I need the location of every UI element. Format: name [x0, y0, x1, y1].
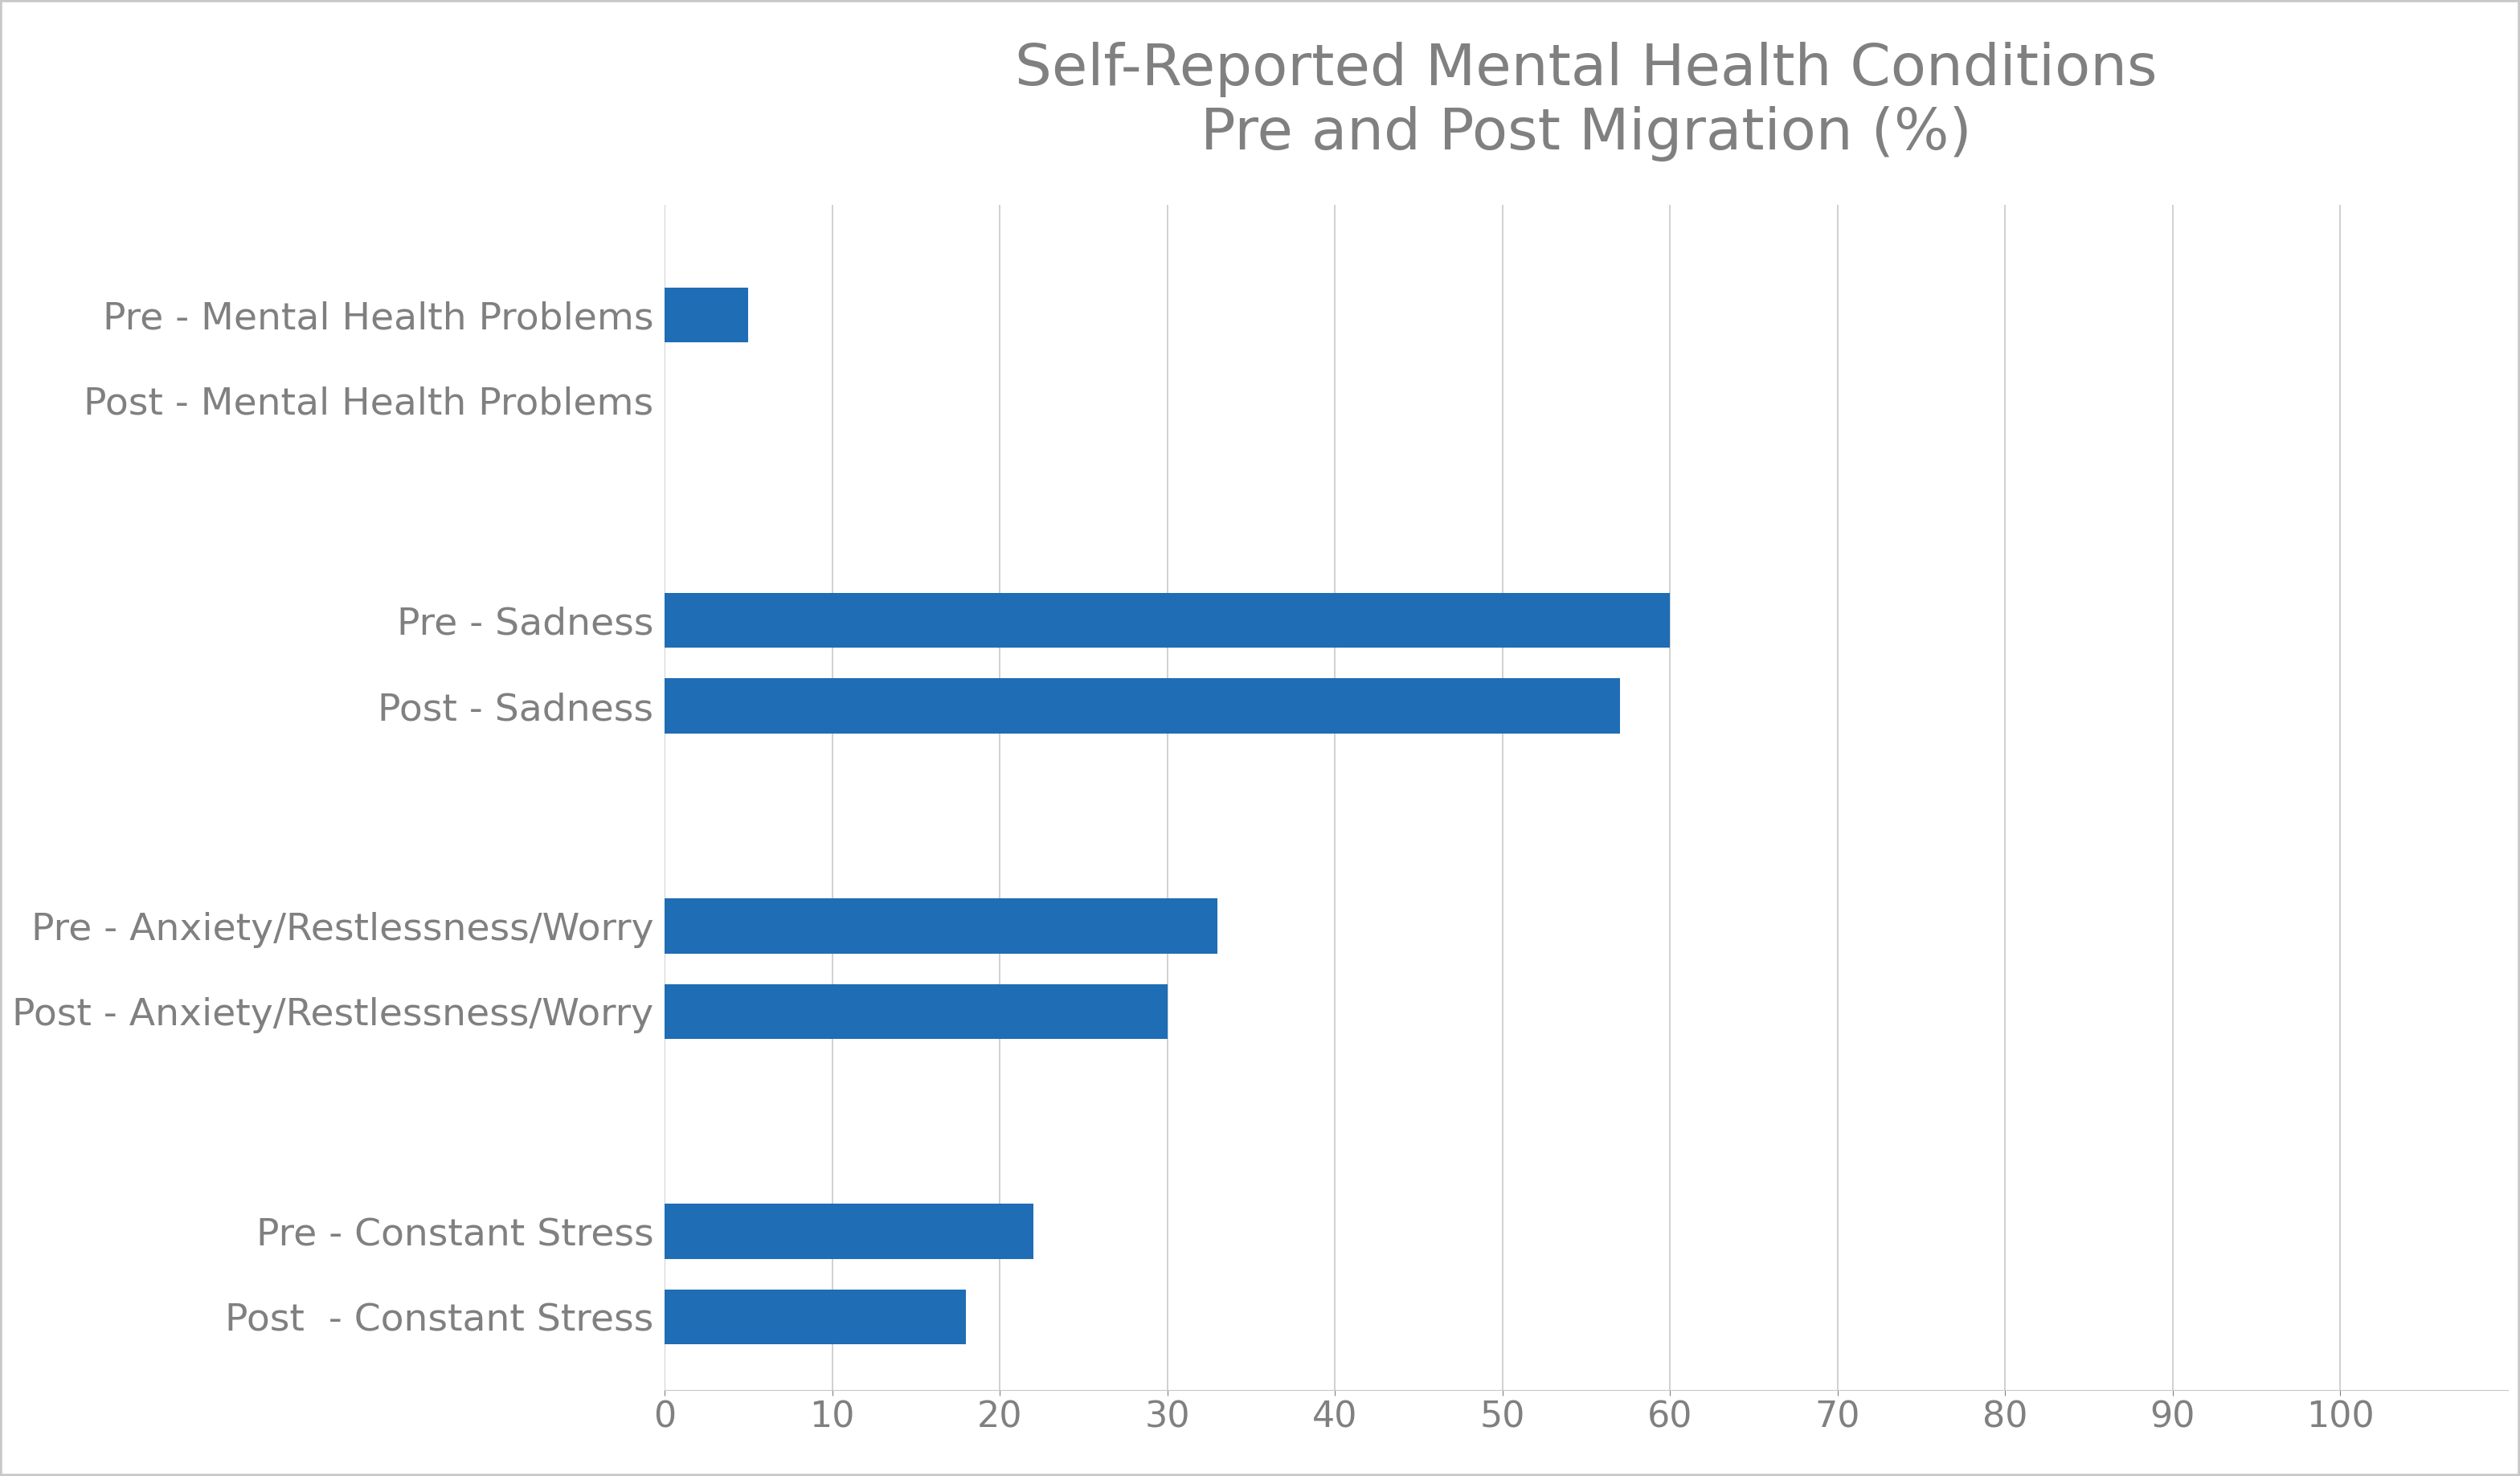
Bar [665, 1290, 965, 1345]
Bar [665, 679, 1620, 734]
Bar [665, 288, 748, 342]
Bar [665, 899, 1217, 953]
Bar [665, 1204, 1033, 1259]
Bar [665, 593, 1671, 648]
Bar [665, 984, 1167, 1039]
Title: Self-Reported Mental Health Conditions
Pre and Post Migration (%): Self-Reported Mental Health Conditions P… [1016, 41, 2157, 161]
